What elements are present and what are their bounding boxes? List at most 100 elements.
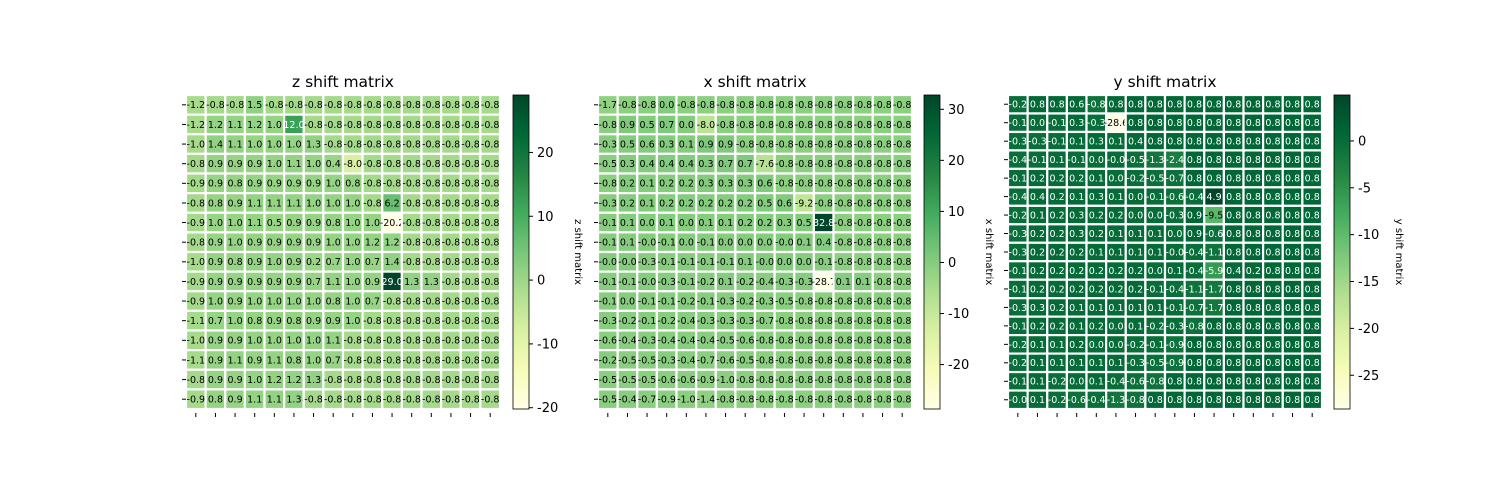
cell-value-label: -0.8: [461, 198, 480, 209]
cell-value-label: 1.5: [247, 100, 262, 111]
cell-value-label: 0.8: [208, 198, 223, 209]
cell-value-label: 0.8: [1226, 174, 1241, 185]
cell-value-label: -0.8: [402, 159, 421, 170]
cell-value-label: -0.8: [481, 159, 500, 170]
cell-value-label: -0.8: [363, 139, 382, 150]
cell-value-label: 12.0: [283, 120, 304, 131]
cell-value-label: 0.8: [1305, 210, 1320, 221]
cell-value-label: 0.8: [326, 296, 341, 307]
cell-value-label: 1.0: [345, 238, 360, 249]
cell-value-label: 1.0: [247, 336, 262, 347]
cell-value-label: 0.8: [1246, 118, 1261, 129]
cell-value-label: -0.2: [657, 316, 676, 327]
cell-value-label: 0.0: [1089, 340, 1104, 351]
cell-value-label: -1.1: [1185, 284, 1204, 295]
cell-value-label: 1.0: [267, 296, 282, 307]
cell-value-label: 0.1: [620, 238, 635, 249]
cell-value-label: -0.8: [461, 336, 480, 347]
cell-value-label: 0.1: [1069, 137, 1084, 148]
cell-value-label: -0.8: [775, 375, 794, 386]
cell-value-label: -0.8: [756, 120, 775, 131]
cell-value-label: -0.8: [775, 139, 794, 150]
cell-value-label: 0.4: [679, 159, 694, 170]
cell-value-label: -1.7: [1205, 284, 1224, 295]
cell-value-label: 0.3: [1089, 137, 1104, 148]
cell-value-label: 0.1: [1108, 358, 1123, 369]
cell-value-label: -0.8: [422, 120, 441, 131]
cell-value-label: 0.8: [1226, 155, 1241, 166]
cell-value-label: -0.8: [461, 296, 480, 307]
cell-value-label: -0.8: [422, 139, 441, 150]
cell-value-label: 0.9: [286, 238, 301, 249]
cell-value-label: 0.2: [1030, 266, 1045, 277]
cell-value-label: -0.3: [1009, 229, 1028, 240]
cell-value-label: 0.0: [1089, 155, 1104, 166]
cell-value-label: 0.9: [365, 277, 380, 288]
cell-value-label: -1.0: [187, 336, 206, 347]
cell-value-label: 0.1: [1089, 247, 1104, 258]
cell-value-label: 0.1: [1030, 395, 1045, 406]
cell-value-label: 0.8: [1226, 358, 1241, 369]
cell-value-label: -0.8: [854, 257, 873, 268]
cell-value-label: -0.8: [893, 238, 912, 249]
cell-value-label: -0.9: [187, 296, 206, 307]
cell-value-label: 0.5: [620, 139, 635, 150]
cell-value-label: 0.9: [228, 159, 243, 170]
cell-value-label: -0.8: [324, 100, 343, 111]
cell-value-label: -0.8: [461, 257, 480, 268]
cell-value-label: -0.8: [873, 296, 892, 307]
cell-value-label: -0.8: [893, 277, 912, 288]
cell-value-label: 0.8: [1108, 100, 1123, 111]
heatmap-cell: [479, 388, 502, 411]
cell-value-label: -0.2: [1146, 321, 1165, 332]
cell-value-label: 0.3: [777, 218, 792, 229]
cell-value-label: -0.5: [638, 355, 657, 366]
cell-value-label: -0.8: [834, 257, 853, 268]
cell-value-label: 0.8: [1207, 395, 1222, 406]
cell-value-label: -0.8: [265, 100, 284, 111]
cell-value-label: -0.8: [854, 395, 873, 406]
cell-value-label: 0.8: [1148, 395, 1163, 406]
cell-value-label: -0.8: [697, 100, 716, 111]
cell-value-label: 0.2: [757, 218, 772, 229]
cell-value-label: 0.8: [1226, 340, 1241, 351]
cell-value-label: 0.8: [1265, 358, 1280, 369]
cell-value-label: -0.8: [442, 179, 461, 190]
cell-value-label: -0.8: [795, 100, 814, 111]
cell-value-label: -0.8: [775, 120, 794, 131]
cell-value-label: 0.2: [1050, 247, 1065, 258]
cell-value-label: 0.2: [718, 198, 733, 209]
cell-value-label: -0.8: [736, 120, 755, 131]
cell-value-label: -0.1: [1146, 340, 1165, 351]
cell-value-label: 0.8: [1285, 266, 1300, 277]
cell-value-label: 0.0: [1148, 210, 1163, 221]
cell-value-label: -0.1: [638, 296, 657, 307]
cell-value-label: 0.8: [1207, 377, 1222, 388]
cell-value-label: 0.2: [1128, 284, 1143, 295]
cell-value-label: -0.8: [285, 100, 304, 111]
cell-value-label: -0.8: [716, 120, 735, 131]
cell-value-label: 0.8: [1167, 395, 1182, 406]
cell-value-label: -0.1: [677, 277, 696, 288]
cell-value-label: -0.8: [873, 139, 892, 150]
cell-value-label: -0.8: [422, 355, 441, 366]
cell-value-label: -0.1: [1048, 118, 1067, 129]
cell-value-label: -0.8: [226, 100, 245, 111]
cell-value-label: 0.8: [1128, 118, 1143, 129]
cell-value-label: -0.8: [422, 179, 441, 190]
cell-value-label: -0.8: [775, 395, 794, 406]
cell-value-label: -0.8: [324, 139, 343, 150]
cell-value-label: 0.1: [1030, 340, 1045, 351]
cell-value-label: -0.7: [697, 355, 716, 366]
cell-value-label: -0.8: [324, 120, 343, 131]
cell-value-label: -0.8: [402, 296, 421, 307]
cell-value-label: 0.2: [1050, 321, 1065, 332]
cell-value-label: -0.8: [834, 296, 853, 307]
cell-value-label: 1.3: [424, 277, 439, 288]
cell-value-label: -0.0: [775, 238, 794, 249]
cell-value-label: -0.8: [854, 218, 873, 229]
cell-value-label: 0.2: [1089, 284, 1104, 295]
cell-value-label: 0.2: [1050, 229, 1065, 240]
cell-value-label: -0.8: [461, 159, 480, 170]
cell-value-label: 0.8: [1207, 100, 1222, 111]
